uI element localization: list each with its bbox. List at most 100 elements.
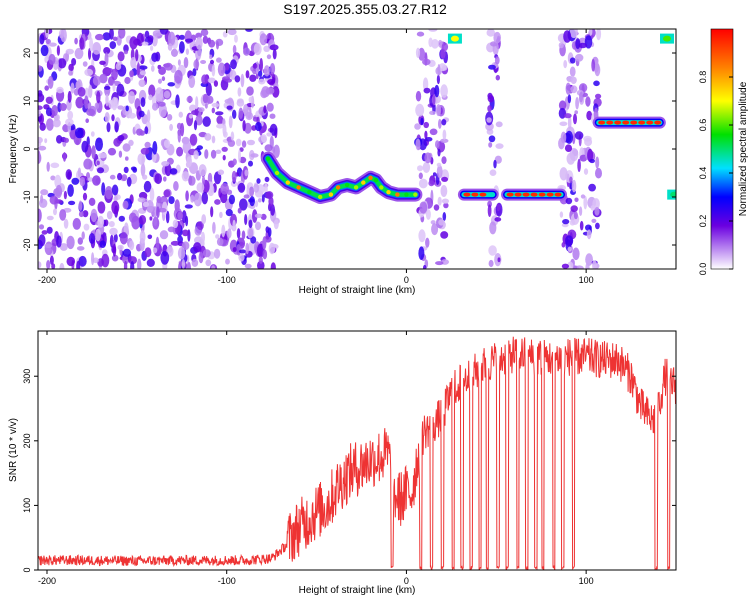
noise-blob [214, 199, 221, 205]
noise-blob [244, 122, 252, 134]
ridge-point [353, 185, 359, 190]
noise-blob [194, 199, 199, 206]
noise-blob [567, 116, 572, 130]
ridge-point [344, 182, 350, 188]
noise-blob [57, 58, 67, 69]
noise-blob [244, 263, 252, 269]
noise-blob [422, 77, 429, 91]
noise-blob [38, 65, 43, 72]
noise-blob [488, 64, 496, 70]
noise-blob [92, 75, 101, 86]
noise-blob [112, 83, 116, 92]
noise-blob [575, 38, 581, 50]
ridge-point [368, 175, 373, 180]
noise-blob [95, 33, 104, 41]
noise-blob [487, 204, 492, 217]
noise-blob [248, 186, 255, 197]
noise-blob [172, 219, 179, 229]
noise-blob [211, 265, 216, 269]
colorbar-tick-label: 0.2 [698, 215, 708, 228]
noise-blob [91, 252, 95, 266]
noise-blob [148, 84, 156, 98]
noise-blob [48, 42, 57, 47]
y-tick-label: 100 [22, 498, 32, 513]
noise-blob [221, 146, 228, 152]
noise-blob [560, 131, 567, 144]
noise-blob [441, 198, 449, 204]
noise-blob [160, 251, 170, 265]
noise-blob [200, 29, 209, 37]
noise-blob [213, 80, 218, 87]
noise-blob [436, 164, 443, 179]
snr-panel: -200 -100 0 100 0 100 200 300 Height of straig… [8, 330, 677, 596]
noise-blob [272, 86, 280, 98]
noise-blob [215, 149, 222, 154]
ridge-point [335, 185, 341, 190]
noise-blob [595, 93, 602, 99]
noise-blob [62, 152, 67, 162]
noise-blob [230, 59, 237, 70]
noise-blob [152, 102, 159, 111]
snr-y-label: SNR (10 * v/v) [8, 418, 19, 482]
noise-blob [40, 189, 49, 196]
noise-blob [425, 237, 430, 248]
noise-blob [118, 215, 126, 222]
noise-blob [138, 110, 145, 118]
segment-peak [654, 120, 662, 125]
x-tick-label: -100 [218, 576, 236, 586]
colorbar-tick-label: 0.0 [698, 263, 708, 276]
colorbar-tick-label: 0.8 [698, 71, 708, 84]
noise-blob [273, 144, 280, 158]
spot-core [450, 35, 459, 42]
noise-blob [190, 194, 195, 203]
noise-blob [494, 56, 500, 65]
noise-blob [38, 261, 42, 269]
noise-blob [216, 57, 222, 63]
noise-blob [254, 213, 263, 218]
noise-blob [144, 247, 152, 258]
noise-blob [232, 158, 237, 166]
segment-peak [622, 120, 630, 125]
noise-blob [240, 73, 245, 88]
noise-blob [92, 175, 101, 186]
noise-blob [200, 60, 207, 64]
noise-blob [558, 42, 564, 49]
noise-blob [569, 57, 576, 64]
noise-blob [558, 100, 567, 111]
noise-blob [55, 184, 63, 199]
noise-blob [418, 229, 426, 243]
noise-blob [97, 215, 105, 228]
segment-peak [630, 120, 638, 125]
noise-blob [161, 76, 166, 82]
noise-blob [245, 111, 253, 121]
noise-blob [209, 59, 215, 65]
noise-blob [129, 70, 135, 78]
noise-blob [428, 37, 433, 48]
noise-blob [211, 107, 215, 114]
noise-blob [74, 37, 78, 45]
noise-blob [140, 97, 146, 108]
noise-blob [195, 114, 203, 126]
noise-blob [236, 228, 241, 239]
noise-blob [260, 134, 267, 143]
noise-blob [243, 194, 250, 199]
noise-blob [67, 110, 74, 120]
noise-blob [574, 197, 579, 203]
noise-blob [167, 226, 176, 233]
noise-blob [66, 235, 75, 250]
noise-blob [68, 200, 76, 206]
noise-blob [578, 42, 588, 49]
noise-blob [149, 187, 155, 202]
noise-blob [155, 87, 164, 101]
noise-blob [198, 164, 207, 177]
noise-blob [129, 36, 138, 50]
noise-blob [252, 209, 258, 223]
ridge-point [265, 156, 271, 161]
noise-blob [39, 34, 45, 45]
noise-blob [59, 243, 68, 251]
noise-blob [82, 210, 89, 218]
noise-blob [565, 82, 571, 95]
snr-trace [38, 336, 676, 570]
noise-blob [46, 226, 53, 234]
